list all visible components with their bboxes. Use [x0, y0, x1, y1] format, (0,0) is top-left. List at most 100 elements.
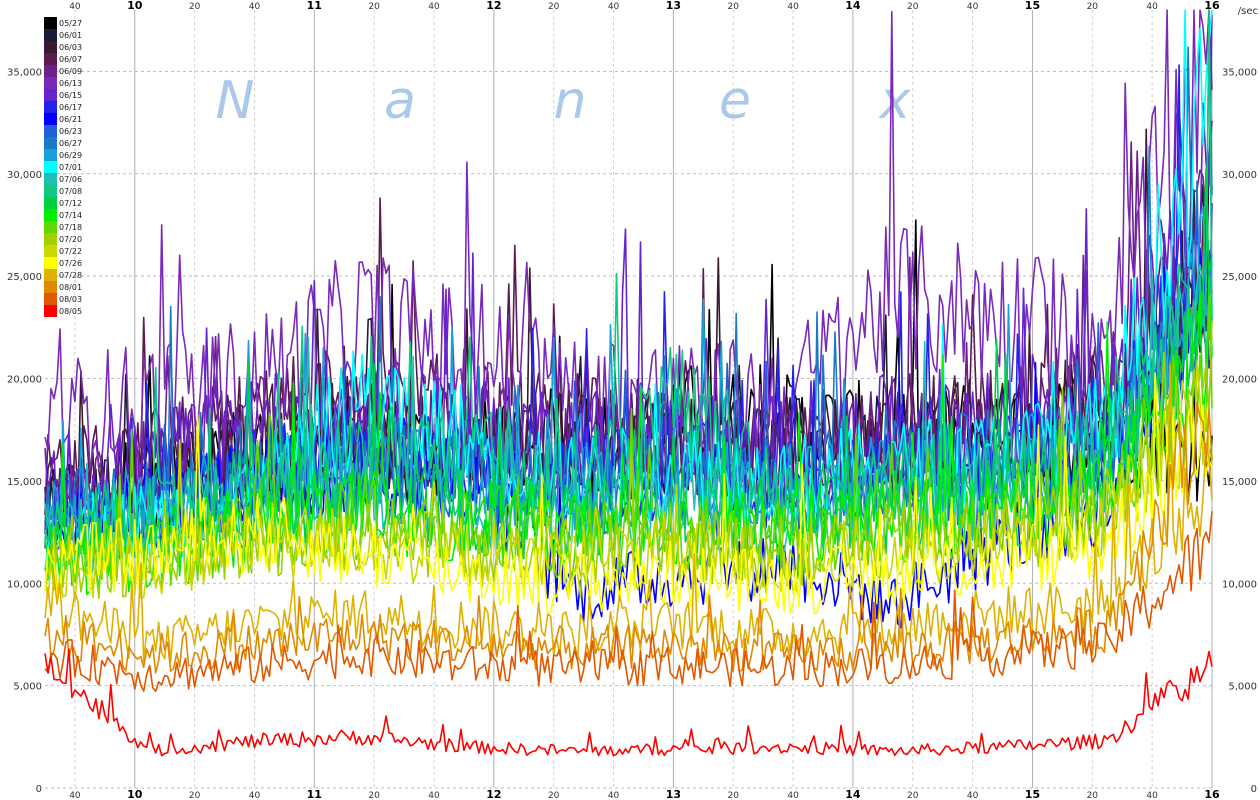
- legend-label: 06/15: [59, 91, 82, 100]
- legend-swatch: [44, 293, 57, 305]
- y-axis-right: 0 5,000 10,000 15,000 20,000 25,000 30,000 35,0…: [1222, 67, 1257, 795]
- x-tick-label-bottom: 20: [548, 791, 560, 800]
- legend-swatch: [44, 281, 57, 293]
- legend-swatch: [44, 113, 57, 125]
- legend-swatch: [44, 125, 57, 137]
- legend-label: 06/21: [59, 115, 82, 124]
- x-tick-label-bottom: 40: [249, 791, 261, 800]
- legend-label: 07/06: [59, 175, 82, 184]
- legend-swatch: [44, 89, 57, 101]
- legend-label: 05/27: [59, 19, 82, 28]
- x-tick-label-bottom: 20: [1087, 791, 1099, 800]
- legend-label: 08/01: [59, 283, 82, 292]
- y-axis-left: 0 5,000 10,000 15,000 20,000 25,000 30,000 35,0…: [7, 67, 42, 795]
- legend-label: 07/01: [59, 163, 82, 172]
- legend-label: 06/07: [59, 55, 82, 64]
- x-tick-label-top: 13: [666, 0, 681, 12]
- legend-swatch: [44, 209, 57, 221]
- series-line: [44, 648, 1213, 757]
- y-tick-label-left: 15,000: [7, 477, 42, 488]
- watermark-letter: n: [554, 71, 587, 131]
- legend-label: 07/28: [59, 271, 82, 280]
- x-tick-label-bottom: 15: [1025, 788, 1040, 800]
- x-tick-label-bottom: 40: [1146, 791, 1158, 800]
- y-tick-label-right: 30,000: [1222, 170, 1257, 181]
- legend-swatch: [44, 257, 57, 269]
- y-tick-label-left: 20,000: [7, 375, 42, 386]
- legend-swatch: [44, 185, 57, 197]
- legend-swatch: [44, 173, 57, 185]
- series-line: [44, 372, 1213, 615]
- series-line: [44, 9, 1213, 560]
- watermark-letter: x: [878, 71, 912, 131]
- y-tick-label-right: 35,000: [1222, 67, 1257, 78]
- y-tick-label-right: 0: [1251, 784, 1257, 795]
- series-line: [44, 360, 1213, 603]
- series-line: [44, 206, 1213, 560]
- x-tick-label-top: 40: [787, 2, 799, 12]
- legend-label: 08/03: [59, 295, 82, 304]
- legend-swatch: [44, 101, 57, 113]
- x-tick-label-bottom: 16: [1204, 788, 1220, 800]
- x-tick-label-top: 20: [727, 2, 739, 12]
- x-tick-label-top: 11: [307, 0, 322, 12]
- legend-label: 08/05: [59, 307, 82, 316]
- x-tick-label-bottom: 40: [428, 791, 440, 800]
- legend-swatch: [44, 269, 57, 281]
- x-tick-label-bottom: 20: [189, 791, 201, 800]
- legend-label: 07/22: [59, 247, 82, 256]
- x-tick-label-bottom: 40: [787, 791, 799, 800]
- legend-swatch: [44, 221, 57, 233]
- legend-swatch: [44, 149, 57, 161]
- x-tick-label-bottom: 40: [967, 791, 979, 800]
- watermark-letter: a: [384, 71, 416, 131]
- x-tick-label-bottom: 20: [907, 791, 919, 800]
- series-line: [44, 320, 1213, 600]
- watermark-letter: e: [719, 71, 751, 131]
- legend-swatch: [44, 53, 57, 65]
- x-axis: 40 40 10 10 20 20 40 40 11 11 20 20 40 40 12 12 20 20 40 40…: [69, 0, 1220, 800]
- legend: 05/27 06/01 06/03 06/07 06/09 06/13 06/15 06/17…: [44, 17, 82, 317]
- x-tick-label-bottom: 13: [666, 788, 681, 800]
- legend-label: 07/14: [59, 211, 82, 220]
- legend-swatch: [44, 137, 57, 149]
- x-tick-label-top: 16: [1204, 0, 1220, 12]
- x-tick-label-top: 12: [486, 0, 501, 12]
- series-lines: [44, 9, 1213, 757]
- x-tick-label-top: 40: [69, 2, 81, 12]
- x-tick-label-bottom: 20: [368, 791, 380, 800]
- x-tick-label-top: 40: [249, 2, 261, 12]
- x-tick-label-top: 20: [189, 2, 201, 12]
- legend-label: 06/09: [59, 67, 82, 76]
- x-tick-label-bottom: 11: [307, 788, 322, 800]
- legend-label: 07/18: [59, 223, 82, 232]
- y-tick-label-right: 20,000: [1222, 375, 1257, 386]
- legend-swatch: [44, 77, 57, 89]
- legend-swatch: [44, 197, 57, 209]
- y-tick-label-left: 5,000: [13, 682, 42, 693]
- y-tick-label-left: 10,000: [7, 579, 42, 590]
- series-line: [44, 511, 1213, 693]
- x-tick-label-bottom: 12: [486, 788, 501, 800]
- y-tick-label-left: 35,000: [7, 67, 42, 78]
- legend-label: 06/27: [59, 139, 82, 148]
- x-tick-label-bottom: 14: [845, 788, 861, 800]
- legend-swatch: [44, 245, 57, 257]
- x-tick-label-bottom: 10: [127, 788, 143, 800]
- legend-label: 07/12: [59, 199, 82, 208]
- legend-label: 06/23: [59, 127, 82, 136]
- legend-swatch: [44, 161, 57, 173]
- x-tick-label-top: 10: [127, 0, 143, 12]
- legend-label: 06/03: [59, 43, 82, 52]
- legend-label: 07/20: [59, 235, 82, 244]
- x-tick-label-top: 20: [368, 2, 380, 12]
- y-unit-label: /sec: [1238, 6, 1258, 17]
- y-tick-label-right: 15,000: [1222, 477, 1257, 488]
- y-tick-label-left: 25,000: [7, 272, 42, 283]
- legend-swatch: [44, 17, 57, 29]
- legend-swatch: [44, 41, 57, 53]
- legend-label: 06/17: [59, 103, 82, 112]
- x-tick-label-top: 40: [428, 2, 440, 12]
- y-tick-label-right: 5,000: [1228, 682, 1257, 693]
